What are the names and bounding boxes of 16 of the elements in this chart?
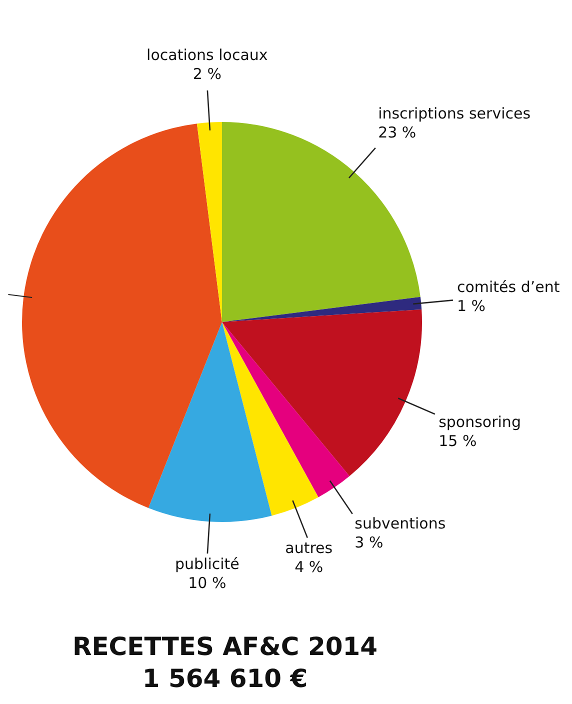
data-label: 15 % (438, 432, 477, 450)
text: RECETTES AF&C 2014 (71, 632, 379, 661)
data-label: 4 % (294, 558, 324, 576)
text: 1 564 610 € (141, 664, 309, 693)
data-label: 23 % (378, 123, 416, 142)
slice-label: comités d’ent (456, 278, 560, 296)
slice-label: sponsoring (438, 413, 521, 432)
slice-label: subventions (354, 514, 446, 533)
slice-label: inscriptions services (378, 104, 531, 122)
slice-label: locations locaux (146, 46, 268, 64)
data-label: 1 % (456, 297, 486, 316)
slice-label: autres (285, 538, 333, 557)
data-label: 2 % (192, 64, 222, 83)
slice-label: publicité (174, 554, 240, 573)
data-label: 3 % (354, 534, 384, 552)
data-label: 10 % (188, 574, 226, 592)
